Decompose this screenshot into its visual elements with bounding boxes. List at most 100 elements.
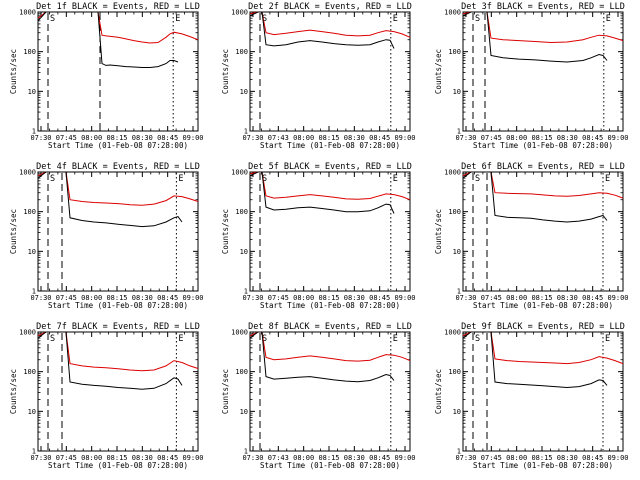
plot-frame	[249, 171, 411, 292]
panel-title: Det 9f BLACK = Events, RED = LLD	[461, 322, 625, 332]
x-tick-label: 08:00	[81, 134, 102, 142]
detector-panel: Det 3f BLACK = Events, RED = LLD 1 10 100 10…	[434, 2, 629, 150]
time-marker-label: E	[178, 174, 183, 184]
y-axis-label: Counts/sec	[434, 209, 443, 254]
y-tick-label: 10	[240, 88, 248, 96]
x-axis-label: Start Time (01-Feb-08 07:28:00)	[260, 301, 400, 310]
x-axis-label: Start Time (01-Feb-08 07:28:00)	[260, 141, 400, 150]
plot-frame	[462, 331, 624, 452]
y-tick-label: 10	[453, 248, 461, 256]
lld-series-line	[249, 171, 411, 201]
y-tick-label: 1	[457, 128, 461, 136]
x-tick-label: 07:30	[455, 294, 476, 302]
y-tick-label: 100	[23, 208, 36, 216]
y-tick-label: 1000	[19, 169, 36, 177]
y-axis-label: Counts/sec	[221, 209, 230, 254]
time-marker-label: E	[606, 14, 611, 24]
x-tick-label: 08:30	[132, 454, 153, 462]
y-tick-label: 1000	[19, 329, 36, 337]
x-tick-label: 09:00	[607, 454, 628, 462]
x-tick-label: 07:45	[268, 294, 289, 302]
x-tick-label: 09:00	[394, 134, 415, 142]
y-tick-label: 10	[240, 408, 248, 416]
y-tick-label: 1000	[444, 169, 461, 177]
x-tick-label: 08:00	[293, 294, 314, 302]
y-tick-label: 1	[457, 448, 461, 456]
events-series-line	[37, 171, 183, 228]
x-tick-label: 09:00	[394, 294, 415, 302]
x-axis-label: Start Time (01-Feb-08 07:28:00)	[48, 141, 188, 150]
plot-frame	[462, 11, 624, 132]
x-axis-label: Start Time (01-Feb-08 07:28:00)	[473, 461, 613, 470]
x-tick-label: 08:30	[132, 134, 153, 142]
detector-panel: Det 1f BLACK = Events, RED = LLD 1 10 100 10…	[9, 2, 204, 150]
x-tick-label: 08:30	[344, 134, 365, 142]
y-axis-label: Counts/sec	[9, 369, 18, 414]
plot-frame	[37, 11, 199, 132]
x-tick-label: 08:15	[531, 134, 552, 142]
y-axis-label: Counts/sec	[9, 49, 18, 94]
x-tick-label: 08:45	[582, 134, 603, 142]
x-tick-label: 08:15	[318, 134, 339, 142]
x-tick-label: 08:30	[344, 294, 365, 302]
x-tick-label: 08:30	[557, 134, 578, 142]
x-tick-label: 07:30	[242, 134, 263, 142]
y-tick-label: 100	[235, 48, 248, 56]
x-tick-label: 07:45	[481, 294, 502, 302]
x-tick-label: 08:00	[293, 454, 314, 462]
panel-title: Det 8f BLACK = Events, RED = LLD	[248, 322, 412, 332]
x-tick-label: 07:30	[242, 454, 263, 462]
detector-panel: Det 5f BLACK = Events, RED = LLD 1 10 100 10…	[221, 162, 416, 310]
y-tick-label: 10	[453, 88, 461, 96]
y-tick-label: 1	[244, 448, 248, 456]
y-tick-label: 1000	[19, 9, 36, 17]
time-marker-label: E	[175, 14, 180, 24]
x-tick-label: 07:30	[30, 134, 51, 142]
x-tick-label: 08:00	[506, 294, 527, 302]
x-axis-label: Start Time (01-Feb-08 07:28:00)	[48, 301, 188, 310]
time-marker-label: E	[605, 174, 610, 184]
events-series-line	[249, 11, 395, 49]
y-axis-label: Counts/sec	[221, 369, 230, 414]
y-tick-label: 100	[448, 368, 461, 376]
y-tick-label: 10	[28, 408, 36, 416]
x-axis-label: Start Time (01-Feb-08 07:28:00)	[48, 461, 188, 470]
events-series-line	[462, 171, 608, 223]
y-tick-label: 10	[240, 248, 248, 256]
x-tick-label: 09:00	[182, 454, 203, 462]
x-tick-label: 08:00	[506, 134, 527, 142]
x-tick-label: 09:00	[607, 294, 628, 302]
x-axis-label: Start Time (01-Feb-08 07:28:00)	[260, 461, 400, 470]
panel-title: Det 6f BLACK = Events, RED = LLD	[461, 162, 625, 172]
x-tick-label: 07:45	[56, 134, 77, 142]
y-tick-label: 100	[235, 208, 248, 216]
y-tick-label: 100	[23, 368, 36, 376]
x-tick-label: 08:15	[318, 454, 339, 462]
time-marker-label: E	[393, 334, 398, 344]
x-tick-label: 08:45	[369, 134, 390, 142]
x-tick-label: 09:00	[607, 134, 628, 142]
x-tick-label: 08:00	[81, 294, 102, 302]
x-tick-label: 08:45	[582, 294, 603, 302]
x-tick-label: 08:15	[318, 294, 339, 302]
detector-panel: Det 8f BLACK = Events, RED = LLD 1 10 100 10…	[221, 322, 416, 470]
x-tick-label: 07:45	[56, 454, 77, 462]
time-marker-label: S	[50, 174, 55, 184]
y-axis-label: Counts/sec	[434, 369, 443, 414]
events-series-line	[37, 11, 179, 68]
time-marker-label: S	[475, 334, 480, 344]
x-tick-label: 07:45	[56, 294, 77, 302]
x-tick-label: 08:00	[293, 134, 314, 142]
x-tick-label: 08:15	[531, 454, 552, 462]
x-tick-label: 07:43	[268, 134, 289, 142]
detector-panel: Det 2f BLACK = Events, RED = LLD 1 10 100 10…	[221, 2, 416, 150]
x-tick-label: 08:30	[344, 454, 365, 462]
y-tick-label: 1	[244, 128, 248, 136]
time-marker-label: S	[50, 334, 55, 344]
x-tick-label: 09:00	[394, 454, 415, 462]
panel-title: Det 4f BLACK = Events, RED = LLD	[36, 162, 200, 172]
x-tick-label: 08:45	[369, 294, 390, 302]
panel-title: Det 2f BLACK = Events, RED = LLD	[248, 2, 412, 12]
x-tick-label: 09:00	[182, 294, 203, 302]
